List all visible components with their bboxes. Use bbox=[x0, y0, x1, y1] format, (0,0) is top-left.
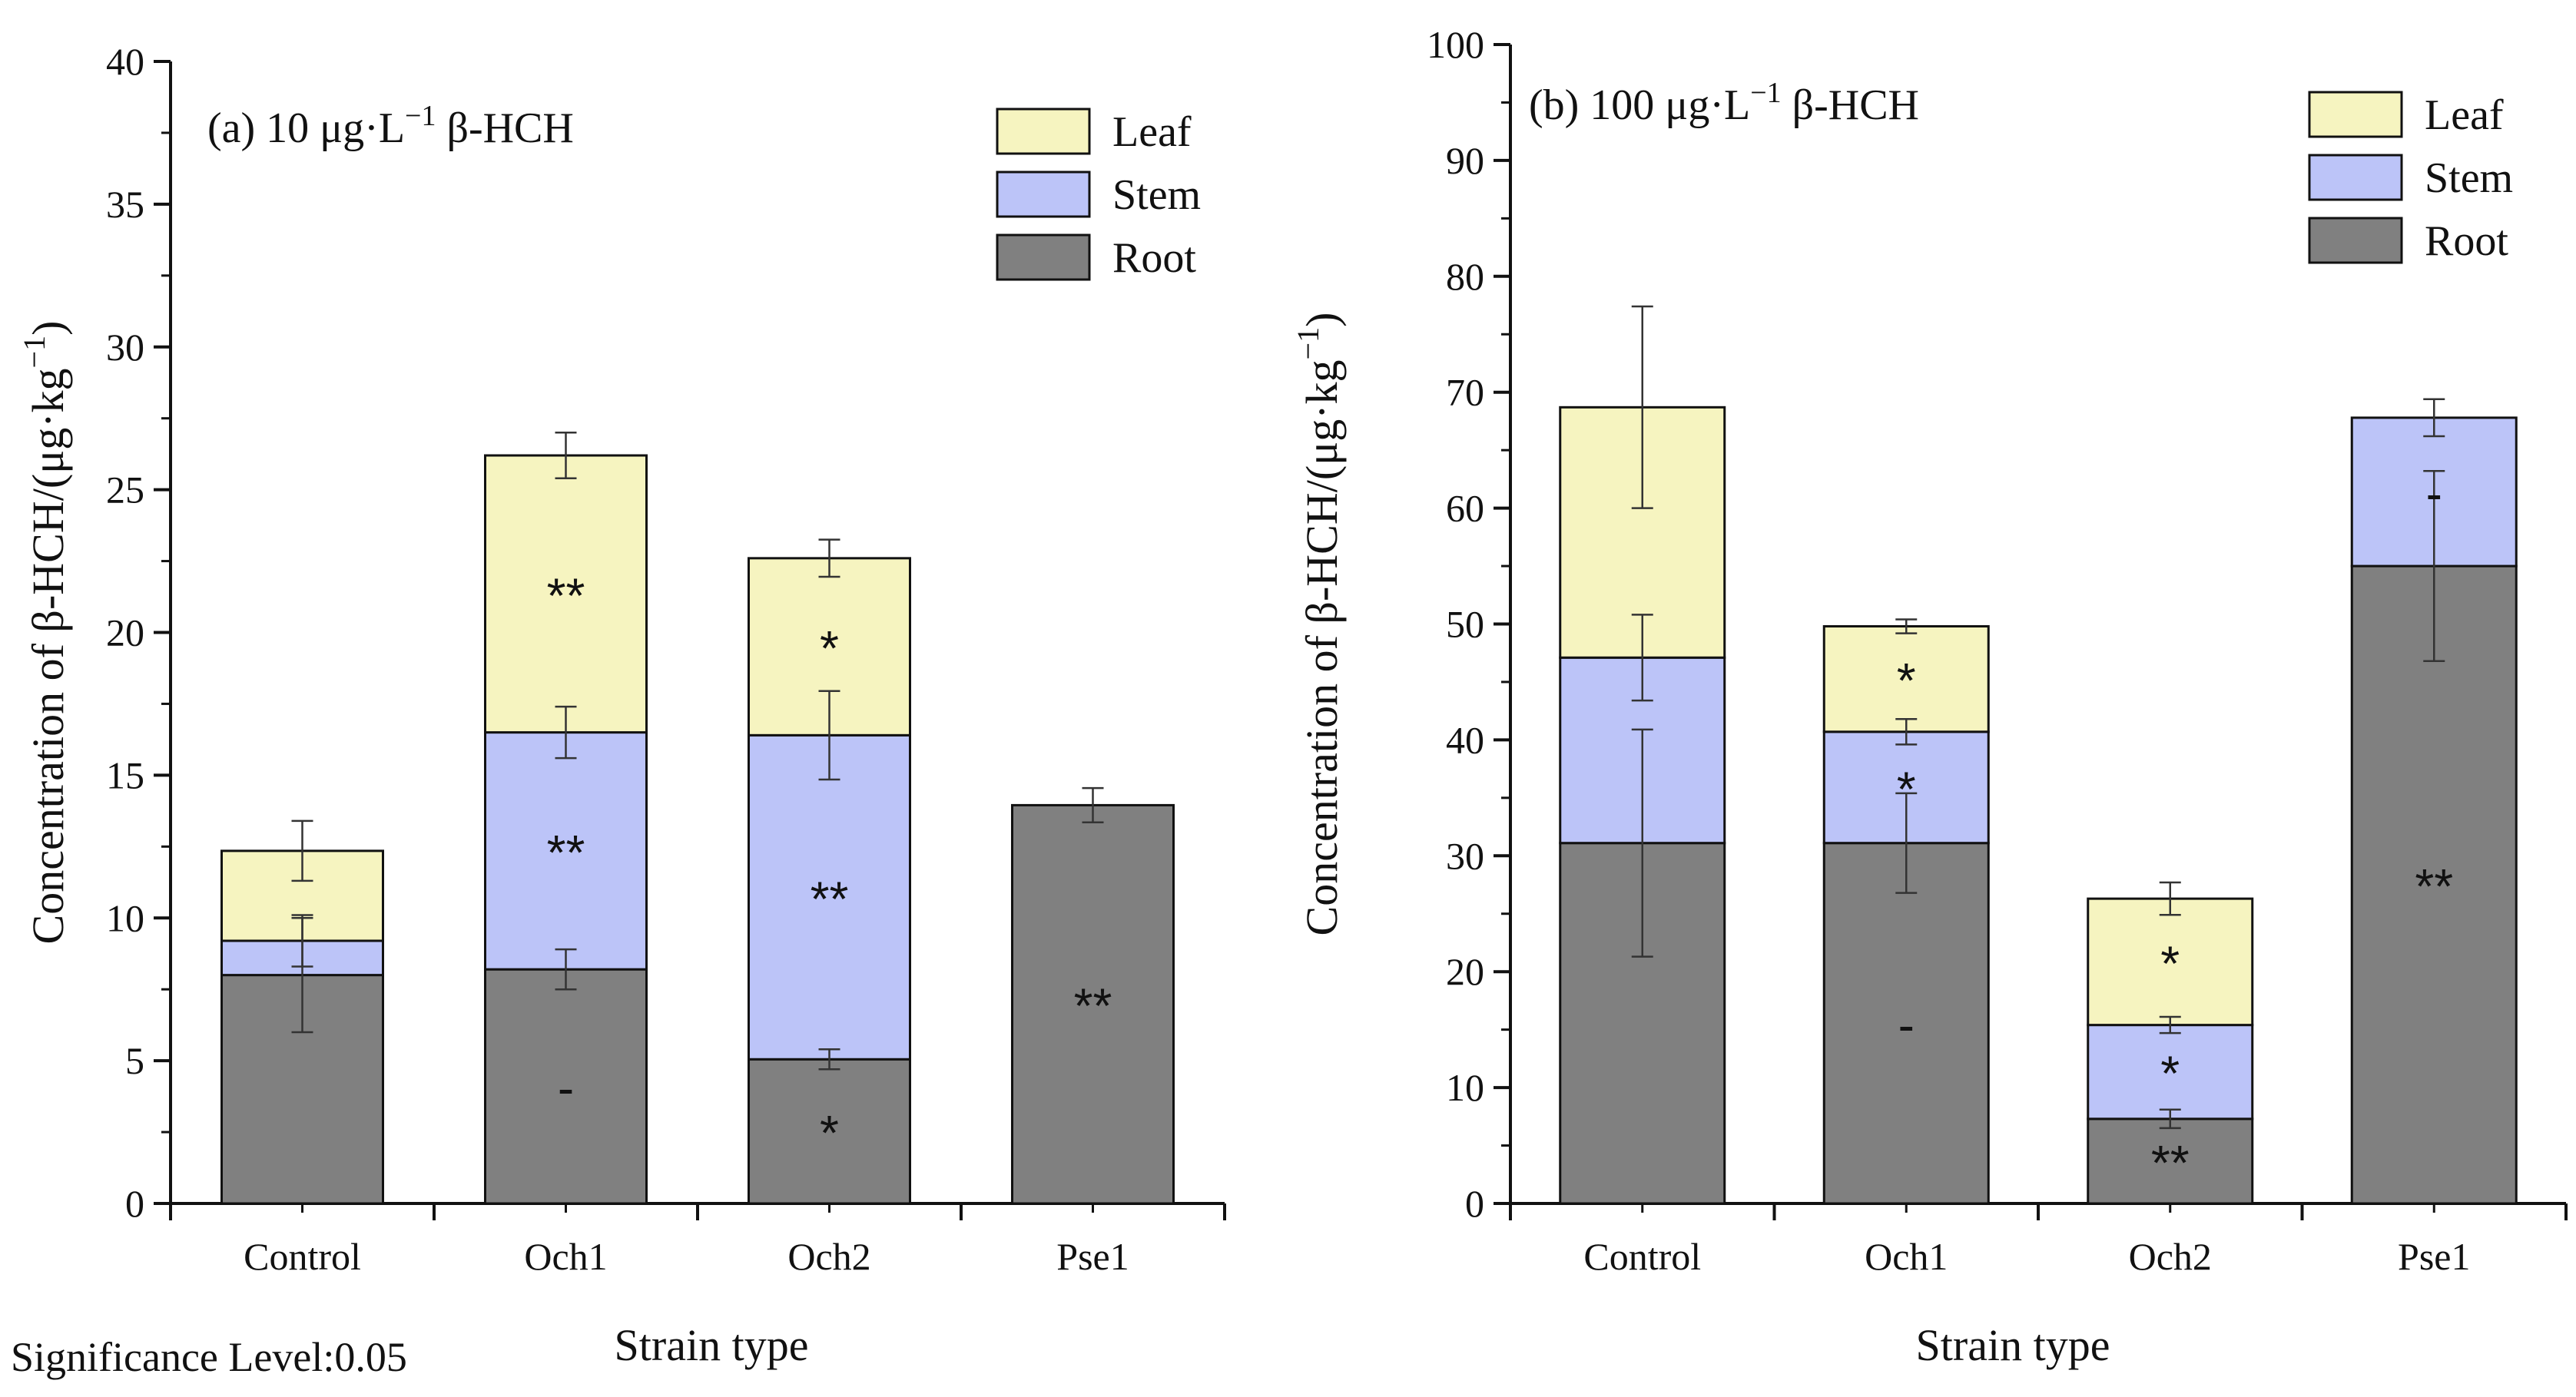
y-tick-label: 70 bbox=[1446, 371, 1484, 414]
y-tick-label: 40 bbox=[106, 40, 144, 83]
bar-root-pse1 bbox=[1011, 803, 1175, 1205]
significance-mark: * bbox=[1897, 653, 1916, 708]
significance-mark: * bbox=[2160, 1046, 2180, 1101]
chart-title: (a) 10 μg·L−1 β-HCH bbox=[207, 100, 574, 152]
y-tick-label: 30 bbox=[106, 326, 144, 369]
x-tick-label-och2: Och2 bbox=[787, 1235, 870, 1278]
y-tick-label: 50 bbox=[1446, 603, 1484, 646]
x-tick-label-och1: Och1 bbox=[1865, 1235, 1948, 1278]
chart-title: (b) 100 μg·L−1 β-HCH bbox=[1529, 77, 1919, 129]
bar-leaf-och1 bbox=[1822, 625, 1990, 733]
y-tick-label: 0 bbox=[125, 1182, 144, 1225]
significance-mark: ** bbox=[2151, 1135, 2190, 1190]
significance-mark: * bbox=[2160, 935, 2180, 991]
bar-root-pse1 bbox=[2350, 564, 2518, 1205]
legend-label-leaf: Leaf bbox=[1112, 108, 1192, 156]
significance-mark: - bbox=[2426, 465, 2442, 521]
significance-mark: * bbox=[820, 1105, 839, 1160]
y-tick-label: 20 bbox=[106, 611, 144, 654]
significance-mark: ** bbox=[2415, 859, 2453, 914]
legend-swatch-root bbox=[2308, 217, 2403, 264]
legend-label-leaf: Leaf bbox=[2425, 91, 2504, 139]
legend-label-root: Root bbox=[2425, 217, 2508, 265]
y-tick-label: 60 bbox=[1446, 487, 1484, 530]
legend-label-stem: Stem bbox=[2425, 154, 2513, 202]
significance-mark: * bbox=[820, 621, 839, 676]
bar-stem-och2 bbox=[2087, 1024, 2254, 1121]
x-axis-title: Strain type bbox=[1916, 1320, 2110, 1370]
legend-swatch-leaf bbox=[2308, 91, 2403, 138]
y-tick-label: 15 bbox=[106, 753, 144, 796]
significance-mark: ** bbox=[811, 871, 849, 926]
y-tick-label: 0 bbox=[1465, 1182, 1484, 1225]
legend-swatch-stem bbox=[996, 170, 1091, 218]
y-tick-label: 25 bbox=[106, 468, 144, 511]
bar-root-och2 bbox=[748, 1058, 911, 1205]
y-tick-label: 90 bbox=[1446, 139, 1484, 182]
y-tick-label: 5 bbox=[125, 1039, 144, 1082]
bar-stem-och1 bbox=[484, 731, 648, 971]
legend-label-stem: Stem bbox=[1112, 171, 1201, 219]
y-axis-title: Concentration of β-HCH/(μg·kg−1) bbox=[17, 321, 73, 945]
significance-mark: ** bbox=[1074, 978, 1112, 1034]
significance-mark: ** bbox=[547, 568, 585, 623]
y-tick-label: 40 bbox=[1446, 718, 1484, 761]
bar-root-och1 bbox=[1822, 842, 1990, 1205]
legend-swatch-stem bbox=[2308, 154, 2403, 201]
y-tick-label: 10 bbox=[1446, 1066, 1484, 1109]
y-tick-label: 10 bbox=[106, 896, 144, 939]
y-axis-title: Concentration of β-HCH/(μg·kg−1) bbox=[1291, 313, 1347, 936]
x-tick-label-control: Control bbox=[1583, 1235, 1701, 1278]
y-tick-label: 35 bbox=[106, 183, 144, 226]
y-tick-label: 100 bbox=[1427, 23, 1484, 66]
legend-swatch-root bbox=[996, 233, 1091, 281]
legend-label-root: Root bbox=[1112, 234, 1196, 282]
significance-mark: - bbox=[558, 1061, 574, 1116]
x-tick-label-pse1: Pse1 bbox=[2398, 1235, 2470, 1278]
significance-mark: * bbox=[1897, 761, 1916, 816]
y-tick-label: 20 bbox=[1446, 950, 1484, 993]
legend-swatch-leaf bbox=[996, 108, 1091, 155]
bar-leaf-och1 bbox=[484, 454, 648, 734]
x-tick-label-och2: Och2 bbox=[2129, 1235, 2212, 1278]
bar-stem-och2 bbox=[748, 733, 911, 1061]
y-tick-label: 80 bbox=[1446, 255, 1484, 298]
significance-note: Significance Level:0.05 bbox=[11, 1334, 407, 1380]
x-tick-label-pse1: Pse1 bbox=[1056, 1235, 1129, 1278]
significance-mark: - bbox=[1898, 997, 1915, 1052]
y-tick-label: 30 bbox=[1446, 834, 1484, 877]
bar-leaf-och2 bbox=[2087, 897, 2254, 1027]
x-tick-label-och1: Och1 bbox=[524, 1235, 607, 1278]
chart-panel-b: 0 10 20 30 40 50 60 70 80 90 100 Control Och1 Och2 Pse… bbox=[1291, 23, 2568, 1370]
x-axis-title: Strain type bbox=[615, 1320, 809, 1370]
significance-mark: ** bbox=[547, 825, 585, 880]
x-tick-label-control: Control bbox=[244, 1235, 361, 1278]
